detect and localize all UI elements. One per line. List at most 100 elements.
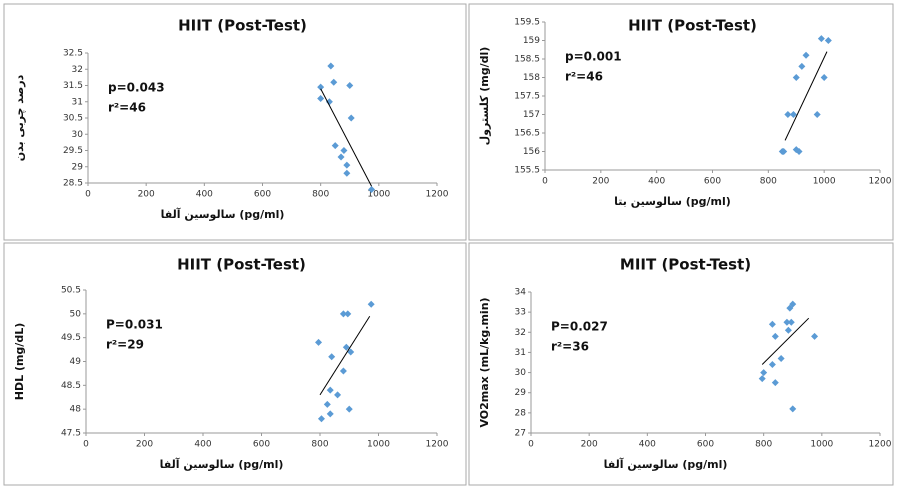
point: [334, 391, 341, 398]
point: [332, 142, 339, 149]
trendline: [320, 316, 370, 395]
y-tick-label: 31.5: [63, 81, 83, 91]
point: [330, 79, 337, 86]
trendline: [762, 318, 809, 364]
point: [343, 170, 350, 177]
y-tick-label: 32.5: [63, 49, 83, 59]
chart-title: HIIT (Post-Test): [177, 256, 306, 274]
y-tick-label: 32: [72, 65, 83, 75]
y-tick-label: 31: [72, 97, 83, 107]
point: [760, 369, 767, 376]
y-tick-label: 155.5: [514, 166, 540, 176]
point: [346, 82, 353, 89]
x-tick-label: 1200: [426, 190, 449, 200]
y-tick-label: 32: [515, 328, 526, 338]
y-tick-label: 157.5: [514, 92, 540, 102]
y-tick-label: 158: [523, 73, 540, 83]
y-axis-label: کلسترول (mg/dl): [478, 47, 491, 146]
point: [811, 333, 818, 340]
x-tick-label: 800: [760, 177, 777, 187]
y-tick-label: 48: [70, 405, 82, 415]
x-tick-label: 800: [311, 440, 328, 450]
point: [327, 63, 334, 70]
x-axis-label: سالوسین بتا (pg/ml): [614, 195, 731, 208]
x-tick-label: 600: [697, 440, 714, 450]
y-tick-label: 30: [72, 130, 84, 140]
y-tick-label: 157: [523, 110, 540, 120]
y-tick-label: 50: [70, 309, 82, 319]
annotation: P=0.027: [551, 320, 608, 334]
x-tick-label: 400: [194, 440, 211, 450]
x-tick-label: 200: [136, 440, 153, 450]
y-tick-label: 34: [515, 288, 527, 298]
y-tick-label: 159: [523, 36, 540, 46]
chart-title: HIIT (Post-Test): [178, 17, 307, 35]
annotation: p=0.043: [108, 81, 165, 95]
point: [798, 63, 805, 70]
x-tick-label: 1200: [869, 440, 892, 450]
x-tick-label: 0: [83, 440, 89, 450]
point: [780, 148, 787, 155]
x-tick-label: 1200: [869, 177, 892, 187]
point: [317, 95, 324, 102]
annotation: r²=46: [565, 70, 603, 84]
y-tick-label: 31: [515, 348, 526, 358]
point: [343, 162, 350, 169]
y-tick-label: 28: [515, 408, 527, 418]
y-tick-label: 29: [72, 162, 84, 172]
point: [327, 387, 334, 394]
annotation: r²=29: [106, 338, 144, 352]
point: [315, 339, 322, 346]
point: [814, 111, 821, 118]
point: [318, 415, 325, 422]
x-tick-label: 800: [312, 190, 329, 200]
y-tick-label: 29.5: [63, 146, 83, 156]
chart-title: HIIT (Post-Test): [628, 17, 757, 35]
x-tick-label: 1000: [810, 440, 833, 450]
y-tick-label: 50.5: [61, 286, 81, 296]
point: [348, 115, 355, 122]
x-tick-label: 200: [138, 190, 155, 200]
point: [368, 301, 375, 308]
point: [328, 353, 335, 360]
point: [788, 319, 795, 326]
point: [825, 37, 832, 44]
x-tick-label: 200: [592, 177, 609, 187]
point: [778, 355, 785, 362]
x-tick-label: 0: [542, 177, 548, 187]
annotation: r²=36: [551, 340, 589, 354]
point: [803, 52, 810, 59]
y-tick-label: 27: [515, 429, 526, 439]
y-tick-label: 30.5: [63, 114, 83, 124]
point: [772, 333, 779, 340]
point: [346, 406, 353, 413]
x-tick-label: 1200: [426, 440, 449, 450]
x-tick-label: 400: [196, 190, 213, 200]
y-tick-label: 30: [515, 368, 527, 378]
y-tick-label: 48.5: [61, 381, 81, 391]
annotation: P=0.031: [106, 318, 163, 332]
x-tick-label: 400: [648, 177, 665, 187]
point: [324, 401, 331, 408]
point: [340, 147, 347, 154]
x-axis-label: سالوسین آلفا (pg/ml): [161, 207, 285, 221]
chart-title: MIIT (Post-Test): [620, 256, 751, 274]
point: [327, 410, 334, 417]
x-tick-label: 400: [639, 440, 656, 450]
y-tick-label: 158.5: [514, 55, 540, 65]
x-axis-label: سالوسین آلفا (pg/ml): [160, 457, 284, 471]
x-axis-label: سالوسین آلفا (pg/ml): [604, 457, 728, 471]
annotation: p=0.001: [565, 50, 622, 64]
point: [821, 74, 828, 81]
y-tick-label: 156: [523, 147, 540, 157]
point: [772, 379, 779, 386]
trendline: [785, 52, 827, 141]
point: [340, 368, 347, 375]
y-tick-label: 47.5: [61, 429, 81, 439]
x-tick-label: 600: [704, 177, 721, 187]
point: [769, 321, 776, 328]
x-tick-label: 0: [85, 190, 91, 200]
y-tick-label: 156.5: [514, 129, 540, 139]
point: [818, 35, 825, 42]
y-tick-label: 28.5: [63, 179, 83, 189]
